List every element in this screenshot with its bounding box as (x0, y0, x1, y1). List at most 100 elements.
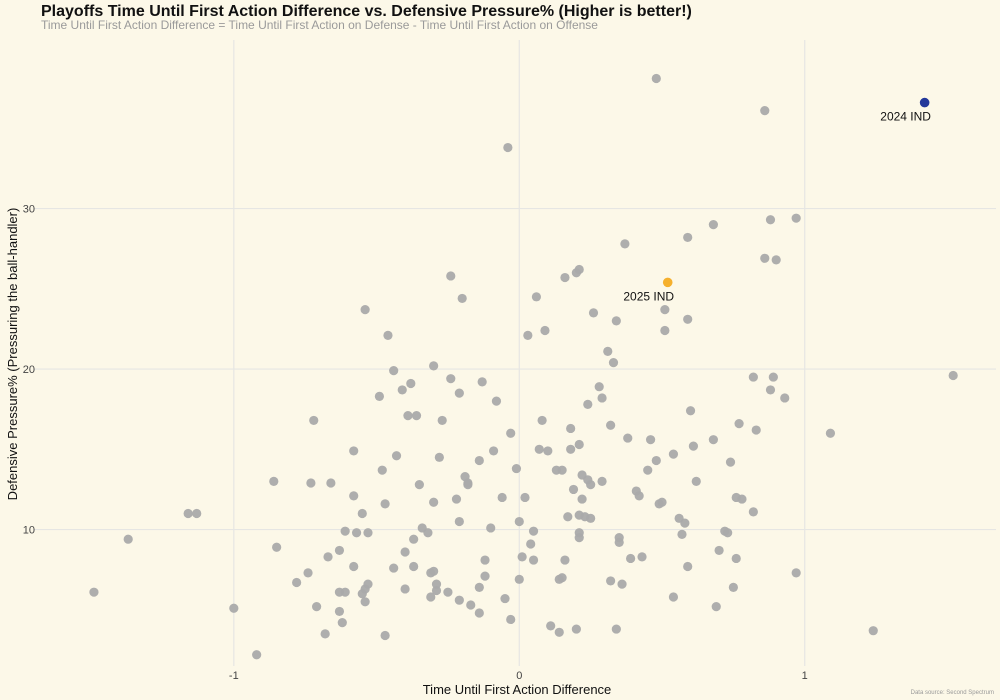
data-point (269, 476, 279, 487)
data-point (380, 499, 390, 509)
data-point (514, 516, 524, 527)
data-point (748, 372, 758, 382)
data-point (334, 545, 345, 556)
data-point (349, 446, 359, 456)
data-point (825, 428, 836, 438)
data-point (657, 497, 667, 507)
data-point (511, 463, 522, 474)
data-point (611, 316, 621, 326)
data-point (389, 563, 399, 573)
data-point (229, 603, 239, 613)
data-point (560, 555, 570, 565)
y-tick-label: 20 (23, 364, 35, 376)
data-point (406, 378, 416, 389)
data-point (554, 627, 564, 637)
chart-title: Playoffs Time Until First Action Differe… (41, 3, 692, 20)
data-point (737, 494, 747, 504)
data-point (400, 584, 410, 594)
data-point (520, 492, 530, 503)
data-point (568, 484, 579, 495)
data-point (594, 382, 604, 392)
data-point (760, 106, 770, 116)
data-point (651, 73, 661, 84)
data-point (340, 587, 350, 597)
data-point (765, 385, 776, 395)
data-point (668, 449, 679, 459)
data-point (563, 512, 573, 522)
data-point (528, 526, 539, 536)
data-point (557, 465, 567, 475)
data-point (677, 529, 687, 539)
data-point (123, 534, 133, 544)
data-point (691, 476, 701, 487)
point-annotation: 2025 IND (623, 289, 674, 303)
data-point (517, 552, 527, 562)
x-axis-title: Time Until First Action Difference (423, 682, 612, 697)
data-points (89, 73, 958, 660)
data-point (791, 213, 801, 223)
data-point (668, 592, 679, 602)
data-point (688, 441, 699, 451)
data-point (337, 618, 347, 628)
data-point (560, 272, 570, 283)
data-point (725, 457, 736, 467)
data-point (454, 516, 464, 527)
data-point (651, 455, 661, 466)
data-point (429, 361, 439, 371)
data-point (380, 630, 390, 641)
data-point (292, 577, 302, 588)
data-point (614, 537, 624, 548)
x-tick-label: 1 (802, 670, 808, 682)
data-point (711, 602, 721, 612)
data-point (334, 606, 345, 617)
data-source-caption: Data source: Second Spectrum (910, 690, 994, 696)
data-point (360, 305, 370, 315)
data-point (89, 587, 99, 597)
data-point (383, 330, 393, 340)
data-point (751, 425, 761, 435)
data-point (586, 480, 596, 490)
data-point (183, 508, 193, 519)
data-point (543, 446, 553, 456)
data-point (574, 439, 584, 450)
data-point (523, 330, 533, 340)
data-point (480, 571, 490, 581)
data-point (728, 582, 738, 592)
data-point (780, 393, 790, 403)
data-point (474, 455, 484, 466)
data-point (437, 415, 447, 426)
data-point (397, 385, 407, 395)
data-point (463, 480, 473, 490)
data-point (411, 411, 422, 421)
data-point (617, 579, 627, 589)
data-point (566, 444, 576, 454)
data-point (500, 593, 510, 604)
data-point (429, 497, 439, 507)
data-point (606, 420, 616, 430)
data-point (363, 579, 373, 589)
data-point (683, 314, 693, 324)
data-point (306, 478, 316, 488)
data-point (948, 370, 958, 381)
data-point (643, 465, 653, 475)
data-point (765, 215, 776, 225)
data-point (611, 624, 621, 634)
data-point (309, 415, 319, 426)
data-point (340, 526, 350, 536)
data-point (557, 573, 567, 583)
data-point (791, 568, 801, 578)
data-point (660, 305, 670, 315)
data-point (620, 239, 630, 249)
data-point (454, 595, 464, 605)
data-point (546, 621, 556, 631)
data-point (626, 553, 636, 564)
y-tick-label: 10 (23, 525, 35, 537)
data-point (683, 232, 693, 243)
data-point (423, 528, 433, 538)
data-point (637, 552, 647, 562)
data-point (391, 451, 402, 461)
data-point (597, 476, 607, 487)
data-point (351, 528, 362, 538)
data-point (506, 614, 516, 625)
